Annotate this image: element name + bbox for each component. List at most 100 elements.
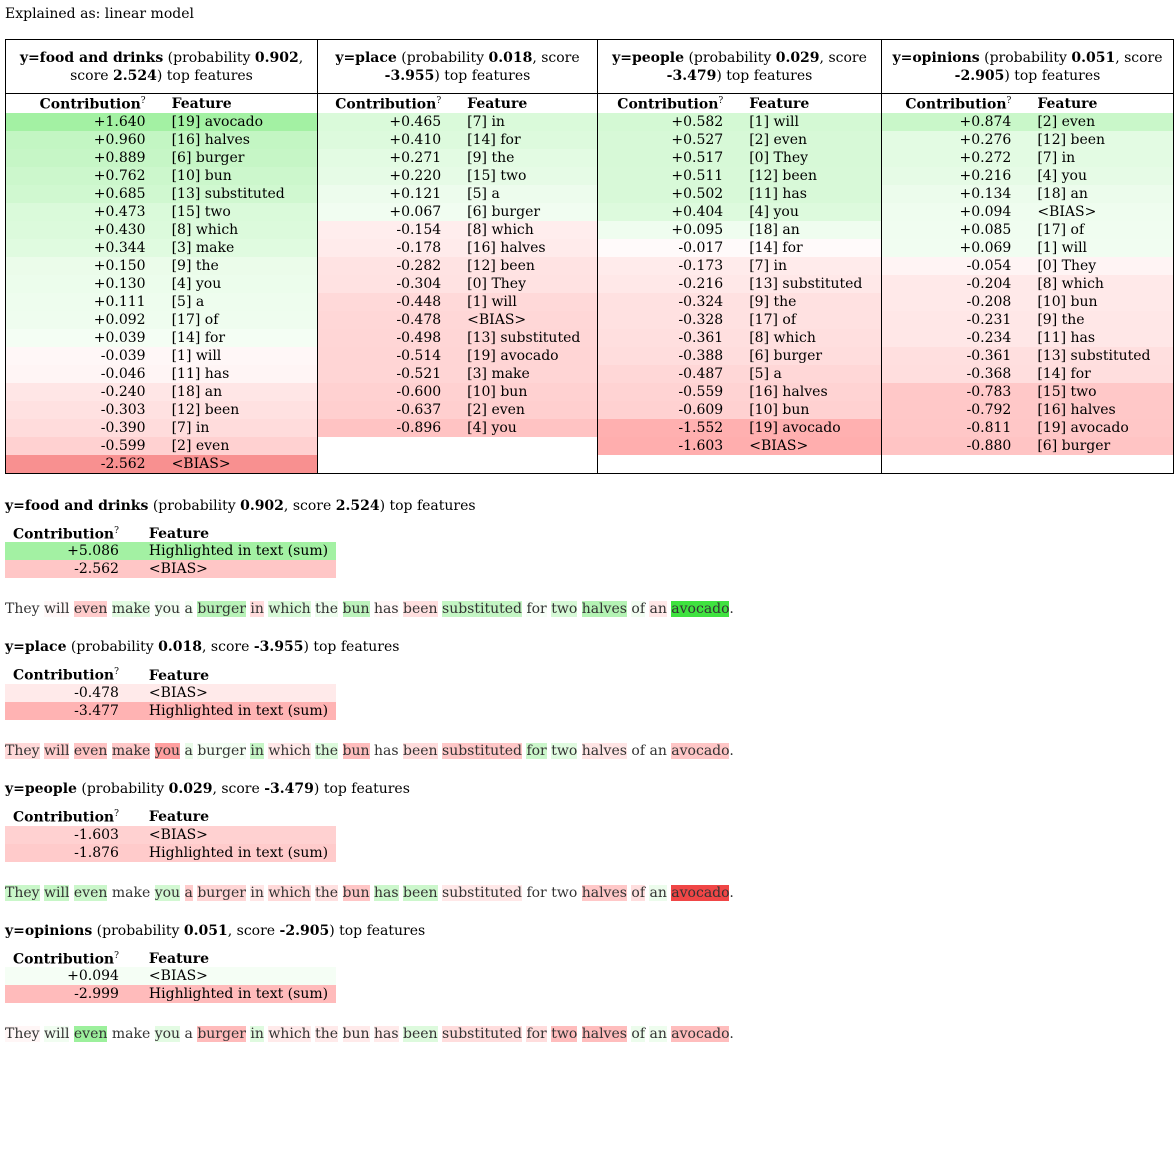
feature-header: Feature [148, 809, 210, 826]
table-row: +0.473 [15] two [6, 202, 317, 221]
help-marker[interactable]: ? [140, 96, 146, 106]
text-token: will [44, 1026, 70, 1043]
table-row: -0.896 [4] you [318, 418, 597, 437]
text-token: an [649, 884, 667, 901]
contribution-value: -1.603 [74, 826, 119, 843]
feature-name: [7] in [749, 257, 787, 274]
target-label: y=food and drinks [19, 50, 164, 66]
contribution-value: +0.067 [389, 203, 442, 220]
text-token: halves [581, 1026, 627, 1043]
feature-header: Feature [148, 950, 210, 967]
contribution-value: -0.599 [100, 437, 146, 454]
feature-name: [9] the [171, 257, 219, 274]
target-section: y=people (probability 0.029, score -3.47… [5, 781, 1171, 901]
text-token: halves [581, 601, 627, 618]
feature-name: Highlighted in text (sum) [148, 702, 329, 719]
text-token: in [250, 884, 264, 901]
contribution-value: -0.637 [396, 401, 442, 418]
help-marker[interactable]: ? [718, 96, 724, 106]
text-token: of [631, 884, 646, 901]
contribution-value: +0.121 [389, 185, 442, 202]
feature-name: [4] you [467, 419, 517, 436]
contribution-value: -0.487 [678, 365, 724, 382]
summary-table: Contribution? Feature +5.086 Highlighted in… [5, 524, 337, 579]
contribution-value: -0.173 [678, 257, 724, 274]
table-row: -1.603 <BIAS> [598, 436, 881, 455]
target-label: y=place [335, 50, 397, 66]
table-row: -0.017 [14] for [598, 238, 881, 257]
probability-value: 0.902 [240, 497, 284, 514]
score-value: -3.479 [264, 780, 314, 797]
table-row: -1.552 [19] avocado [598, 418, 881, 437]
table-row: +0.092 [17] of [6, 310, 317, 329]
contribution-value: -0.478 [396, 311, 442, 328]
help-marker[interactable]: ? [114, 950, 119, 961]
help-marker[interactable]: ? [114, 808, 119, 819]
text-token: They [5, 742, 40, 759]
table-row: -0.448 [1] will [318, 292, 597, 311]
contribution-value: -0.216 [678, 275, 724, 292]
summary-table: Contribution? Feature -0.478 <BIAS> -3.477 Hi… [5, 665, 337, 720]
contribution-value: +0.410 [389, 131, 442, 148]
feature-table: Contribution? Feature +0.582 [1] will +0.527… [598, 94, 881, 455]
text-token: avocado [671, 742, 730, 759]
text-token: They [5, 1026, 40, 1043]
text-token: been [403, 1026, 438, 1043]
feature-name: <BIAS> [467, 311, 527, 328]
text-token: burger [197, 742, 246, 759]
contribution-value: +0.685 [93, 185, 146, 202]
table-row: -1.603 <BIAS> [5, 825, 337, 844]
feature-header: Feature [749, 96, 810, 113]
help-marker[interactable]: ? [114, 667, 119, 678]
feature-name: [19] avocado [1037, 419, 1129, 436]
table-row: +0.874 [2] even [882, 112, 1173, 131]
text-token: two [551, 884, 578, 901]
table-row: -0.514 [19] avocado [318, 346, 597, 365]
feature-name: [12] been [171, 401, 240, 418]
feature-name: [3] make [171, 239, 235, 256]
highlighted-text: They will even make you a burger in whic… [5, 601, 734, 618]
help-marker[interactable]: ? [114, 525, 119, 536]
feature-name: [8] which [467, 221, 534, 238]
table-row: -0.282 [12] been [318, 256, 597, 275]
table-row: -0.039 [1] will [6, 346, 317, 365]
feature-name: [6] burger [171, 149, 245, 166]
contribution-value: +0.465 [389, 113, 442, 130]
text-token: halves [581, 884, 627, 901]
feature-name: [12] been [749, 167, 817, 184]
text-token: substituted [442, 1026, 522, 1043]
feature-name: [16] halves [467, 239, 546, 256]
feature-name: [4] you [749, 203, 799, 220]
contribution-value: +0.216 [959, 167, 1012, 184]
table-row: +0.276 [12] been [882, 130, 1173, 149]
table-row: -0.361 [8] which [598, 328, 881, 347]
text-token: even [73, 742, 108, 759]
contribution-value: -0.234 [966, 329, 1012, 346]
table-row: +0.889 [6] burger [6, 148, 317, 167]
table-row: -0.328 [17] of [598, 310, 881, 329]
table-row: -0.231 [9] the [882, 310, 1173, 329]
help-marker[interactable]: ? [1006, 96, 1012, 106]
table-row: +0.517 [0] They [598, 148, 881, 167]
feature-name: [8] which [1037, 275, 1104, 292]
contribution-value: -2.562 [100, 455, 146, 472]
text-token: for [526, 1026, 547, 1043]
feature-header: Feature [171, 96, 232, 113]
feature-name: [2] even [749, 131, 807, 148]
text-token: two [551, 742, 578, 759]
feature-name: [12] been [467, 257, 535, 274]
feature-name: [16] halves [749, 383, 828, 400]
table-row: -0.208 [10] bun [882, 292, 1173, 311]
contribution-value: +0.094 [67, 968, 119, 985]
target-label: y=opinions [892, 50, 980, 66]
text-token: the [315, 601, 339, 618]
contribution-value: +0.404 [671, 203, 724, 220]
feature-name: [10] bun [749, 401, 810, 418]
help-marker[interactable]: ? [436, 96, 442, 106]
contribution-header: Contribution? [13, 525, 119, 543]
target-column: y=people (probability 0.029, score -3.47… [597, 39, 882, 474]
score-value: -2.905 [954, 68, 1005, 84]
table-row: -0.637 [2] even [318, 400, 597, 419]
text-token: burger [197, 1026, 246, 1043]
contribution-value: -0.054 [966, 257, 1012, 274]
